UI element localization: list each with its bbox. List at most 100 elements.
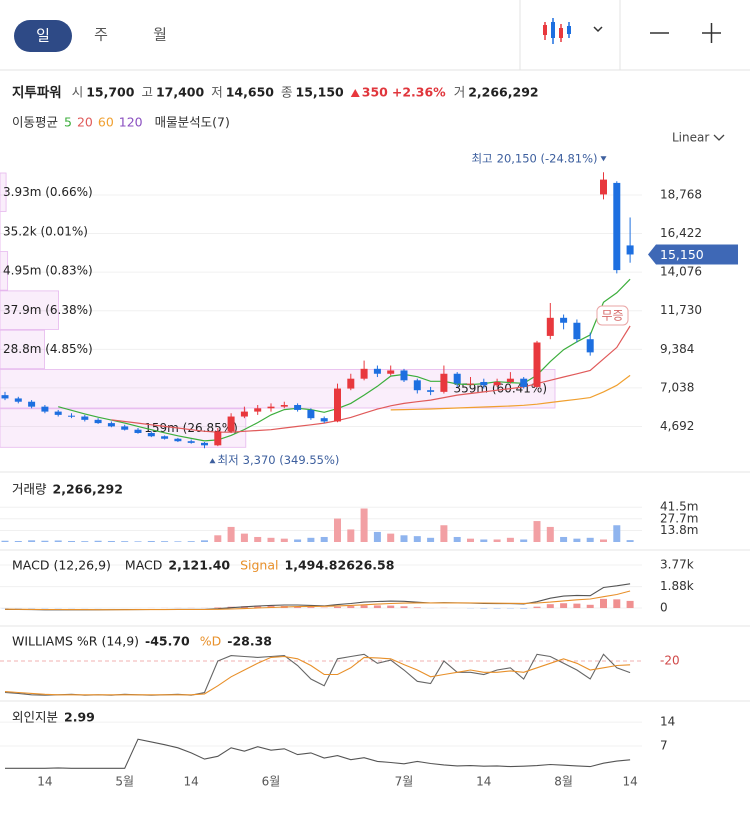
stock-name: 지투파워 <box>12 85 62 101</box>
high-marker <box>600 156 607 162</box>
candle-body <box>453 373 461 384</box>
chart-type-button[interactable] <box>543 18 571 44</box>
scale-mode[interactable]: Linear <box>672 131 709 145</box>
candle-body <box>493 381 501 386</box>
volume-bar <box>387 533 395 542</box>
candle-body <box>413 380 421 391</box>
volume-profile-label: 35.2k (0.01%) <box>3 224 88 238</box>
x-tick-label: 6월 <box>262 775 281 789</box>
series-name: Signal <box>240 558 278 573</box>
change-pct: +2.36% <box>392 85 446 100</box>
volume-profile-label: 159m (26.85%) <box>144 421 238 435</box>
volume-bar <box>174 541 182 542</box>
candle-body <box>440 373 448 392</box>
candle-body <box>600 179 607 195</box>
candle-body <box>14 398 22 402</box>
y-tick-label: 7,038 <box>660 380 694 394</box>
volume-bar <box>307 537 315 542</box>
volume-bar <box>600 539 607 542</box>
candle-body <box>81 416 89 420</box>
zoom-in[interactable] <box>702 23 721 43</box>
badge-bg <box>596 305 629 326</box>
histogram-bar <box>546 604 554 609</box>
candle-body <box>586 339 594 353</box>
legend-item: 매물분석도(7) <box>155 115 230 130</box>
volume-profile-bar <box>0 329 45 370</box>
volume-bar <box>94 540 102 542</box>
candle-body <box>533 342 541 387</box>
volume-bar <box>201 540 208 542</box>
x-tick-label: 7월 <box>395 775 414 789</box>
histogram-value: 626.58 <box>346 558 394 573</box>
volume-profile-label: 4.95m (0.83%) <box>3 264 93 278</box>
histogram-bar <box>387 605 395 609</box>
candle-body <box>506 378 514 382</box>
candle-body <box>68 415 75 417</box>
badge: 무증 <box>601 309 623 323</box>
low-annotation: 3,370 (349.55%) <box>243 453 340 467</box>
high-annotation-label: 최고 <box>471 152 492 166</box>
y-tick-label: -20 <box>660 654 680 668</box>
volume-bar <box>440 525 448 542</box>
y-tick-label: 0 <box>660 601 668 615</box>
x-tick-label: 14 <box>37 775 52 789</box>
quote-value: 17,400 <box>156 85 205 100</box>
histogram-bar <box>613 599 621 609</box>
legend-item: 20 <box>77 115 93 130</box>
legend-item: 5 <box>64 115 72 130</box>
volume-bar <box>214 535 222 542</box>
change: 350 <box>362 85 388 100</box>
quote-label: 시 <box>72 85 84 100</box>
tab[interactable]: 주 <box>94 26 108 44</box>
candle-body <box>187 441 195 443</box>
candle-body <box>373 368 381 374</box>
panel-value: 2,266,292 <box>53 482 123 497</box>
low-annotation-label: 최저 <box>218 453 239 467</box>
y-tick-label: 41.5m <box>660 500 698 514</box>
candle-body <box>1 395 9 399</box>
candle-body <box>480 381 488 386</box>
series-name: %D <box>200 634 222 649</box>
histogram-bar <box>626 600 634 609</box>
histogram-bar <box>360 605 368 609</box>
y-tick-label: 27.7m <box>660 511 698 525</box>
quote-label: 거 <box>454 85 466 100</box>
histogram-bar <box>586 604 594 609</box>
volume-bar <box>533 521 541 542</box>
chevron[interactable] <box>593 26 603 33</box>
volume-bar <box>107 540 115 542</box>
volume-bar <box>506 537 514 542</box>
high-annotation: 20,150 (-24.81%) <box>497 152 598 166</box>
volume-profile-bar <box>0 172 7 212</box>
candle-body <box>427 390 435 392</box>
volume-profile-bar <box>0 369 556 409</box>
candle-body <box>307 409 315 419</box>
volume-bar <box>227 526 235 542</box>
histogram-bar <box>560 603 568 609</box>
histogram-bar <box>334 606 341 609</box>
histogram-bar <box>214 607 222 609</box>
legend-item: 120 <box>119 115 143 130</box>
volume-bar <box>1 540 9 542</box>
quote-value: 15,700 <box>86 85 135 100</box>
candle-body <box>121 426 129 430</box>
series-name: MACD <box>125 558 162 573</box>
y-tick-label: 16,422 <box>660 226 702 240</box>
tab[interactable]: 일 <box>36 27 50 45</box>
panel-title: WILLIAMS %R (14,9) <box>12 634 139 649</box>
panel-title: MACD (12,26,9) <box>12 558 111 573</box>
histogram-bar <box>307 607 315 609</box>
tab-active-bg[interactable] <box>14 20 72 52</box>
candle-body <box>334 388 341 422</box>
x-tick-label: 5월 <box>115 775 134 789</box>
volume-bar <box>28 540 36 542</box>
low-marker <box>209 458 216 464</box>
histogram-bar <box>347 606 355 609</box>
candle-body <box>161 436 169 439</box>
volume-bar <box>161 541 169 542</box>
volume-bar <box>121 541 129 542</box>
tab[interactable]: 월 <box>153 26 167 44</box>
chevron[interactable] <box>713 134 725 141</box>
volume-bar <box>427 537 435 542</box>
